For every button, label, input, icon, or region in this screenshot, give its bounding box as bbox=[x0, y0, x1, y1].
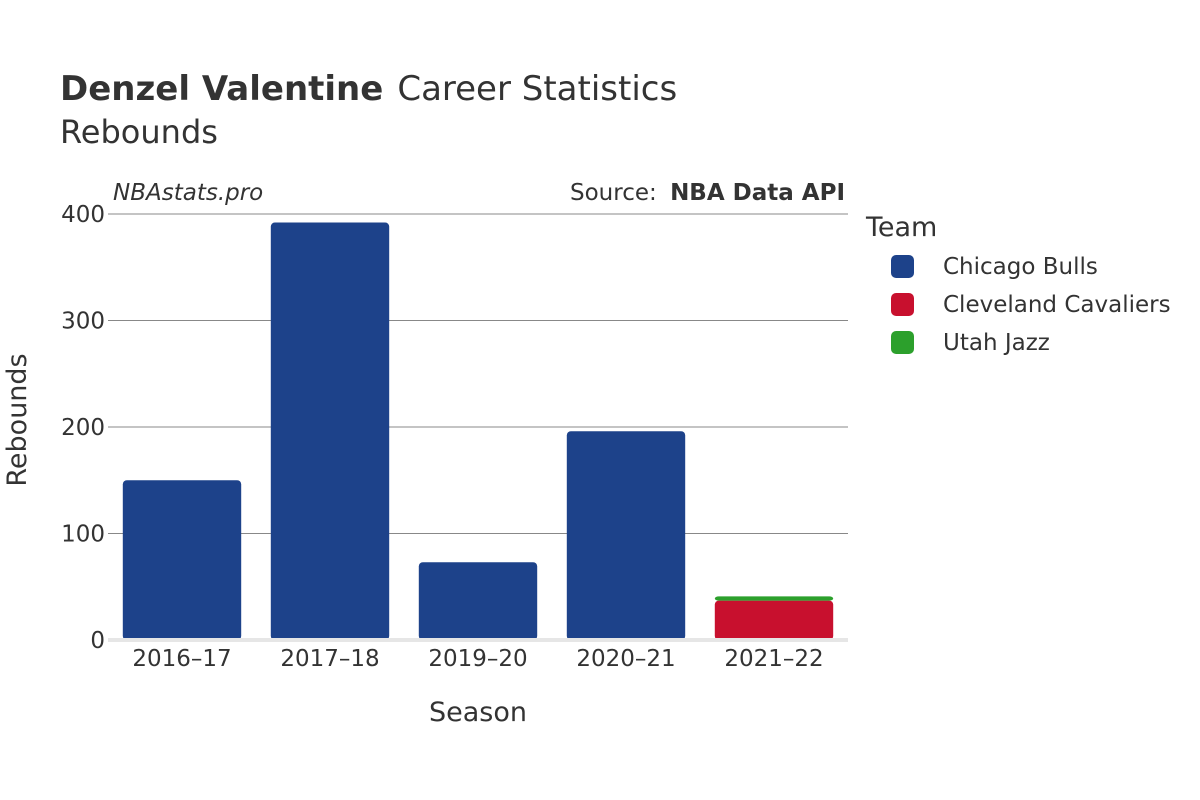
y-tick-label: 200 bbox=[61, 415, 105, 441]
title-player-name: Denzel Valentine bbox=[60, 69, 383, 109]
x-tick-label: 2021–22 bbox=[724, 646, 823, 672]
bar-chicago-bulls bbox=[270, 222, 390, 640]
legend-label: Chicago Bulls bbox=[943, 254, 1098, 280]
watermark-text: NBAstats.pro bbox=[113, 180, 263, 206]
bar-chicago-bulls bbox=[122, 480, 242, 640]
x-axis-ticks: 2016–17 2017–18 2019–20 2020–21 2021–22 bbox=[132, 646, 823, 672]
y-axis-title: Rebounds bbox=[2, 353, 33, 486]
x-tick-label: 2020–21 bbox=[576, 646, 675, 672]
legend-swatch bbox=[891, 255, 914, 278]
legend-swatch bbox=[891, 331, 914, 354]
y-tick-label: 100 bbox=[61, 522, 105, 548]
x-tick-label: 2016–17 bbox=[132, 646, 231, 672]
y-tick-label: 300 bbox=[61, 309, 105, 335]
bars bbox=[122, 222, 834, 640]
gridlines bbox=[108, 213, 848, 534]
x-tick-label: 2017–18 bbox=[280, 646, 379, 672]
legend-label: Cleveland Cavaliers bbox=[943, 292, 1171, 318]
y-tick-label: 400 bbox=[61, 202, 105, 228]
bar-utah-jazz bbox=[714, 596, 834, 601]
legend-title: Team bbox=[865, 212, 937, 243]
chart-subtitle: Rebounds bbox=[60, 113, 218, 151]
source-credit: Source: NBA Data API bbox=[570, 180, 845, 206]
y-axis-ticks: 0 100 200 300 400 bbox=[61, 202, 105, 654]
y-tick-label: 0 bbox=[90, 628, 105, 654]
source-name: NBA Data API bbox=[670, 180, 845, 206]
x-axis-title: Season bbox=[429, 697, 527, 728]
legend-label: Utah Jazz bbox=[943, 330, 1050, 356]
legend-swatch bbox=[891, 293, 914, 316]
bar-cleveland-cavaliers bbox=[714, 600, 834, 640]
title-rest: Career Statistics bbox=[397, 69, 677, 109]
source-prefix: Source: bbox=[570, 180, 657, 206]
bar-chicago-bulls bbox=[566, 431, 686, 640]
x-tick-label: 2019–20 bbox=[428, 646, 527, 672]
legend: Chicago Bulls Cleveland Cavaliers Utah Jaz… bbox=[891, 254, 1171, 356]
chart-title: Denzel Valentine Career Statistics bbox=[60, 69, 677, 109]
bar-chicago-bulls bbox=[418, 562, 538, 640]
